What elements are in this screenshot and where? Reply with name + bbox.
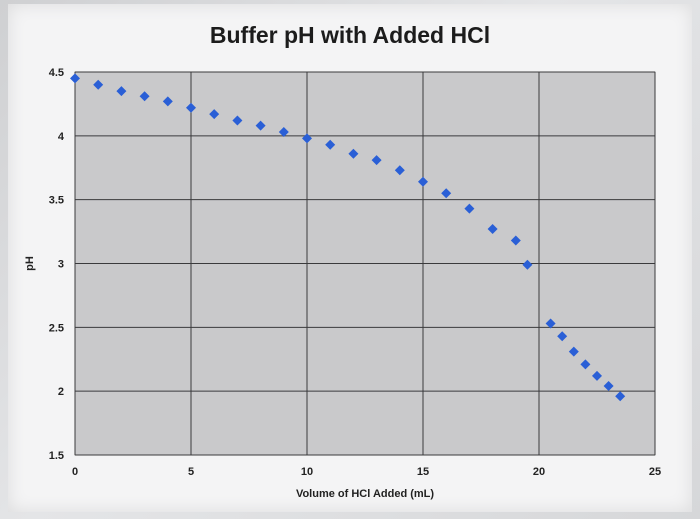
data-point	[464, 203, 475, 214]
data-point	[441, 188, 452, 199]
data-point	[487, 224, 498, 235]
x-axis-label: Volume of HCl Added (mL)	[296, 488, 434, 500]
data-point	[568, 346, 579, 357]
data-point	[255, 120, 266, 131]
data-point	[232, 115, 243, 126]
data-point	[93, 79, 104, 90]
y-tick-label: 1.5	[49, 450, 64, 462]
data-point	[418, 176, 428, 187]
data-point	[139, 91, 150, 102]
x-tick-label: 20	[533, 466, 545, 478]
chart-title: Buffer pH with Added HCl	[209, 22, 491, 48]
y-tick-label: 3	[58, 259, 64, 271]
data-point	[592, 370, 602, 381]
data-point	[371, 155, 382, 166]
data-point	[394, 165, 405, 176]
y-tick-label: 2	[58, 386, 64, 398]
data-point	[325, 139, 336, 150]
data-point	[162, 96, 173, 107]
data-point	[580, 359, 591, 370]
x-tick-label: 5	[188, 466, 194, 478]
data-point	[116, 86, 127, 97]
x-tick-label: 15	[417, 466, 429, 478]
data-point	[348, 148, 359, 159]
x-tick-label: 0	[72, 466, 78, 478]
data-point	[510, 235, 521, 246]
data-point	[302, 133, 312, 144]
y-axis-label: pH	[24, 256, 36, 271]
data-point	[603, 381, 614, 392]
x-tick-label: 25	[649, 466, 661, 478]
data-point	[522, 259, 533, 270]
y-tick-labels: 1.5 2 2.5 3 3.5 4 4.5	[49, 67, 65, 462]
data-point	[557, 331, 568, 342]
x-tick-labels: 0 5 10 15 20 25	[72, 466, 661, 478]
data-point	[615, 391, 626, 402]
data-point	[278, 127, 289, 138]
data-points	[70, 73, 626, 402]
data-point	[545, 318, 556, 329]
grid-lines	[74, 71, 656, 456]
x-tick-label: 10	[301, 466, 313, 478]
y-tick-label: 4.5	[49, 67, 64, 79]
y-tick-label: 2.5	[49, 322, 64, 334]
data-point	[70, 73, 80, 84]
data-point	[186, 102, 196, 113]
y-tick-label: 3.5	[49, 195, 64, 207]
data-point	[209, 109, 220, 120]
y-tick-label: 4	[58, 131, 65, 143]
